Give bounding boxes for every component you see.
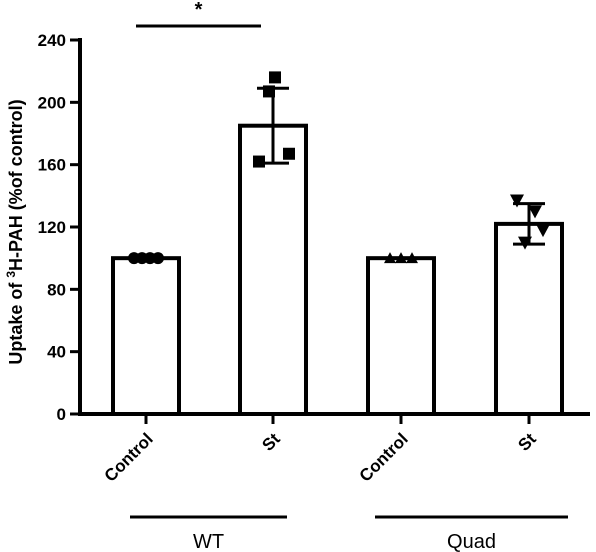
data-point	[253, 155, 265, 168]
data-point	[406, 252, 418, 264]
category-label: St	[514, 429, 540, 455]
bars	[111, 123, 564, 416]
data-points	[128, 71, 550, 265]
category-label: Control	[356, 429, 412, 485]
bar	[366, 256, 436, 416]
category-label: St	[258, 429, 284, 455]
y-axis-title-part: H-PAH (%of control)	[6, 99, 26, 271]
category-labels: Control St Control St	[101, 429, 540, 485]
bar	[238, 123, 308, 416]
group-label: Quad	[447, 531, 496, 552]
y-tick-label: 40	[47, 343, 66, 362]
data-point	[384, 252, 396, 264]
bar	[494, 221, 564, 416]
y-tick-label: 160	[38, 156, 66, 175]
y-axis-title-part: Uptake of	[6, 278, 26, 365]
data-point	[536, 224, 550, 238]
category-label: Control	[101, 429, 157, 485]
y-axis-label: Uptake of 3H-PAH (%of control)	[4, 99, 26, 364]
significance-annotation: *	[136, 0, 261, 28]
data-point	[269, 71, 281, 84]
y-axis-title-superscript: 3	[4, 271, 18, 278]
data-point	[395, 252, 407, 264]
data-point	[510, 194, 524, 208]
significance-star: *	[195, 0, 203, 21]
bar	[111, 256, 181, 416]
data-point	[283, 147, 295, 160]
group-labels: WT Quad	[130, 515, 568, 552]
y-tick-label: 0	[57, 405, 66, 424]
y-axis-title: Uptake of 3H-PAH (%of control)	[4, 99, 26, 364]
y-tick-label: 120	[38, 218, 66, 237]
data-point	[518, 236, 532, 250]
group-label: WT	[193, 531, 224, 552]
data-point	[528, 205, 542, 219]
y-tick-label: 80	[47, 280, 66, 299]
y-tick-label: 200	[38, 93, 66, 112]
error-bars	[257, 86, 545, 246]
data-point	[263, 85, 275, 98]
y-tick-label: 240	[38, 31, 66, 50]
data-point	[152, 252, 164, 265]
